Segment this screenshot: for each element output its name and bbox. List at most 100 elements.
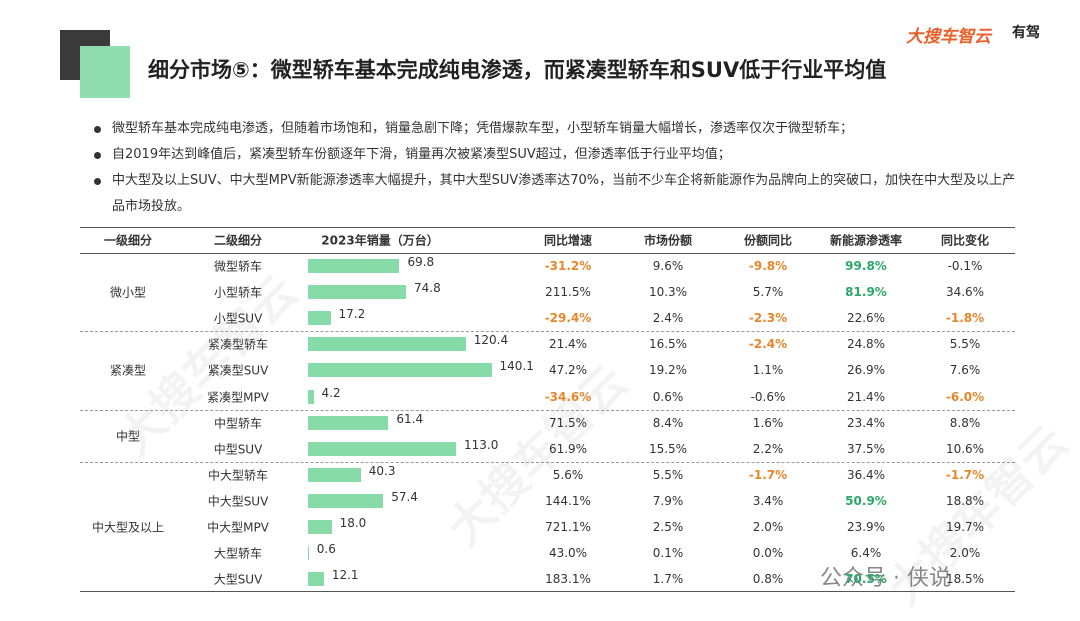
row-label: 中型轿车: [213, 416, 263, 431]
row-label: 小型轿车: [213, 285, 263, 300]
cell: -1.8%: [945, 311, 985, 326]
group-separator: [80, 409, 1015, 411]
sales-bar: [308, 311, 331, 326]
column-header: 二级细分: [213, 233, 263, 248]
row-label: 中型SUV: [213, 442, 263, 457]
row-label: 微型轿车: [213, 259, 263, 274]
sales-label: 12.1: [331, 568, 359, 583]
row-label: 大型轿车: [213, 546, 263, 561]
cell: 0.8%: [752, 572, 784, 587]
cell: -0.6%: [750, 389, 786, 404]
cell: 81.9%: [845, 285, 887, 300]
sales-bar: [308, 441, 457, 456]
cell: 70.5%: [845, 572, 887, 587]
cell: 2.5%: [652, 520, 684, 535]
sales-label: 0.6: [316, 542, 336, 557]
cell: -29.4%: [544, 311, 592, 326]
cell: 2.2%: [752, 441, 784, 456]
cell: 3.4%: [752, 493, 784, 508]
cell: 5.7%: [752, 285, 784, 300]
cell: 5.5%: [652, 467, 684, 482]
cell: 26.9%: [846, 363, 886, 378]
cell: 2.0%: [949, 546, 981, 561]
sales-bar: [308, 363, 492, 378]
bullet: 微型轿车基本完成纯电渗透，但随着市场饱和，销量急剧下降；凭借爆款车型，小型轿车销…: [92, 116, 1022, 142]
cell: 99.8%: [845, 259, 887, 274]
column-header: 份额同比: [743, 233, 793, 248]
sales-label: 40.3: [368, 463, 396, 478]
sales-label: 74.8: [413, 281, 441, 296]
sales-bar: [308, 415, 389, 430]
cell: -2.3%: [748, 311, 788, 326]
sales-label: 4.2: [321, 385, 341, 400]
cell: 721.1%: [545, 520, 591, 535]
sales-label: 120.4: [473, 333, 509, 348]
cell: 43.0%: [548, 546, 588, 561]
cell: 0.6%: [652, 389, 684, 404]
cell: -1.7%: [748, 467, 788, 482]
cell: 211.5%: [545, 285, 591, 300]
cell: 1.1%: [752, 363, 784, 378]
cell: 36.4%: [846, 467, 886, 482]
sales-label: 57.4: [391, 489, 418, 504]
group-separator: [80, 331, 1015, 333]
column-header: 同比增速: [543, 233, 593, 248]
bullet-list: 微型轿车基本完成纯电渗透，但随着市场饱和，销量急剧下降；凭借爆款车型，小型轿车销…: [92, 116, 1022, 220]
cell: 7.6%: [949, 363, 981, 378]
group-separator: [80, 461, 1015, 463]
row-label: 紧凑型轿车: [207, 337, 269, 352]
title: 细分市场⑤：微型轿车基本完成纯电渗透，而紧凑型轿车和SUV低于行业平均值: [148, 58, 887, 82]
cell: 1.6%: [752, 415, 784, 430]
sales-bar: [308, 337, 466, 352]
rule: [80, 591, 1015, 592]
cell: 47.2%: [548, 363, 588, 378]
sales-bar: [308, 285, 406, 300]
bullet: 自2019年达到峰值后，紧凑型轿车份额逐年下滑，销量再次被紧凑型SUV超过，但渗…: [92, 142, 1022, 168]
sales-bar: [308, 572, 324, 587]
sales-label: 140.1: [499, 359, 534, 374]
column-header: 2023年销量（万台）: [321, 233, 439, 248]
cell: -31.2%: [544, 259, 592, 274]
cell: 21.4%: [846, 389, 886, 404]
column-header: 一级细分: [103, 233, 153, 248]
group-label: 紧凑型: [109, 363, 147, 378]
column-header: 新能源渗透率: [829, 233, 903, 248]
cell: -34.6%: [544, 389, 592, 404]
sales-label: 113.0: [464, 437, 499, 452]
cell: 144.1%: [545, 493, 591, 508]
cell: 16.5%: [648, 337, 688, 352]
row-label: 紧凑型MPV: [207, 390, 269, 405]
cell: 19.2%: [648, 363, 688, 378]
cell: 8.8%: [949, 415, 981, 430]
sales-bar: [308, 546, 309, 561]
footer-watermark: 公众号 · 侠说: [820, 566, 951, 591]
rule: [80, 253, 1015, 254]
cell: 2.0%: [752, 520, 784, 535]
cell: 1.7%: [652, 572, 684, 587]
cell: 24.8%: [846, 337, 886, 352]
cell: 21.4%: [548, 337, 588, 352]
sales-bar: [308, 467, 361, 482]
cell: -0.1%: [947, 259, 983, 274]
column-header: 同比变化: [940, 233, 990, 248]
cell: 71.5%: [548, 415, 588, 430]
cell: 8.4%: [652, 415, 684, 430]
bullet: 中大型及以上SUV、中大型MPV新能源渗透率大幅提升，其中大型SUV渗透率达70…: [92, 168, 1022, 220]
cell: 22.6%: [846, 311, 886, 326]
deco-square: [80, 46, 130, 98]
cell: 2.4%: [652, 311, 684, 326]
group-label: 中型: [115, 429, 141, 444]
cell: 34.6%: [945, 285, 985, 300]
row-label: 小型SUV: [213, 311, 263, 326]
cell: 183.1%: [545, 572, 591, 587]
row-label: 紧凑型SUV: [207, 363, 269, 378]
rule: [80, 227, 1015, 228]
cell: -6.0%: [945, 389, 985, 404]
cell: 7.9%: [652, 493, 684, 508]
sales-bar: [308, 493, 384, 508]
watermark: 大搜车智云: [876, 414, 1078, 616]
group-label: 微小型: [109, 285, 147, 300]
cell: 50.9%: [845, 493, 887, 508]
sales-bar: [308, 259, 400, 274]
